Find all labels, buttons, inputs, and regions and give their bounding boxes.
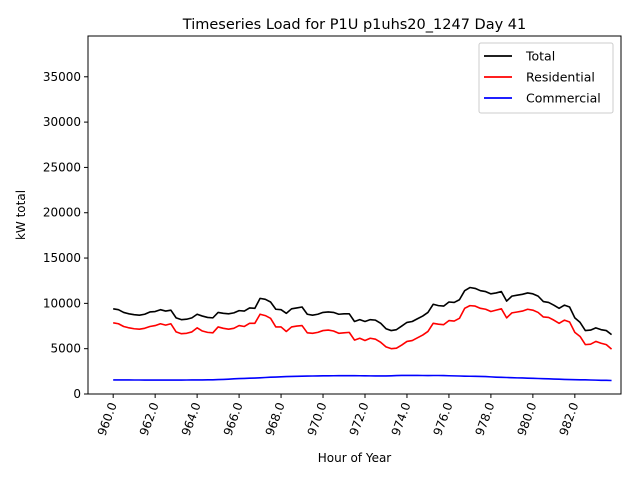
legend-box [478, 42, 614, 114]
legend: Total Residential Commercial [478, 42, 614, 114]
y-tick-label: 25000 [43, 160, 81, 174]
series-line-commercial [113, 374, 612, 382]
x-axis-label: Hour of Year [318, 451, 392, 465]
legend-label-commercial: Commercial [526, 91, 601, 106]
series-layer [113, 286, 613, 382]
legend-label-total: Total [525, 49, 555, 64]
y-tick-label: 35000 [43, 70, 81, 84]
y-tick-label: 20000 [43, 206, 81, 220]
chart-title: Timeseries Load for P1U p1uhs20_1247 Day… [182, 17, 526, 33]
legend-label-residential: Residential [526, 70, 595, 85]
axes-frame [87, 35, 622, 395]
series-line-residential [113, 304, 613, 350]
y-tick-label: 5000 [50, 342, 81, 356]
y-tick-label: 30000 [43, 115, 81, 129]
y-tick-label: 10000 [43, 296, 81, 310]
y-axis-ticks: 0 5000 10000 15000 20000 25000 30000 35000 [43, 70, 88, 401]
y-axis-label: kW total [14, 190, 28, 240]
legend-entries: Total Residential Commercial [484, 49, 601, 106]
y-tick-label: 15000 [43, 251, 81, 265]
y-tick-label: 0 [73, 387, 81, 401]
series-line-total [113, 286, 613, 336]
